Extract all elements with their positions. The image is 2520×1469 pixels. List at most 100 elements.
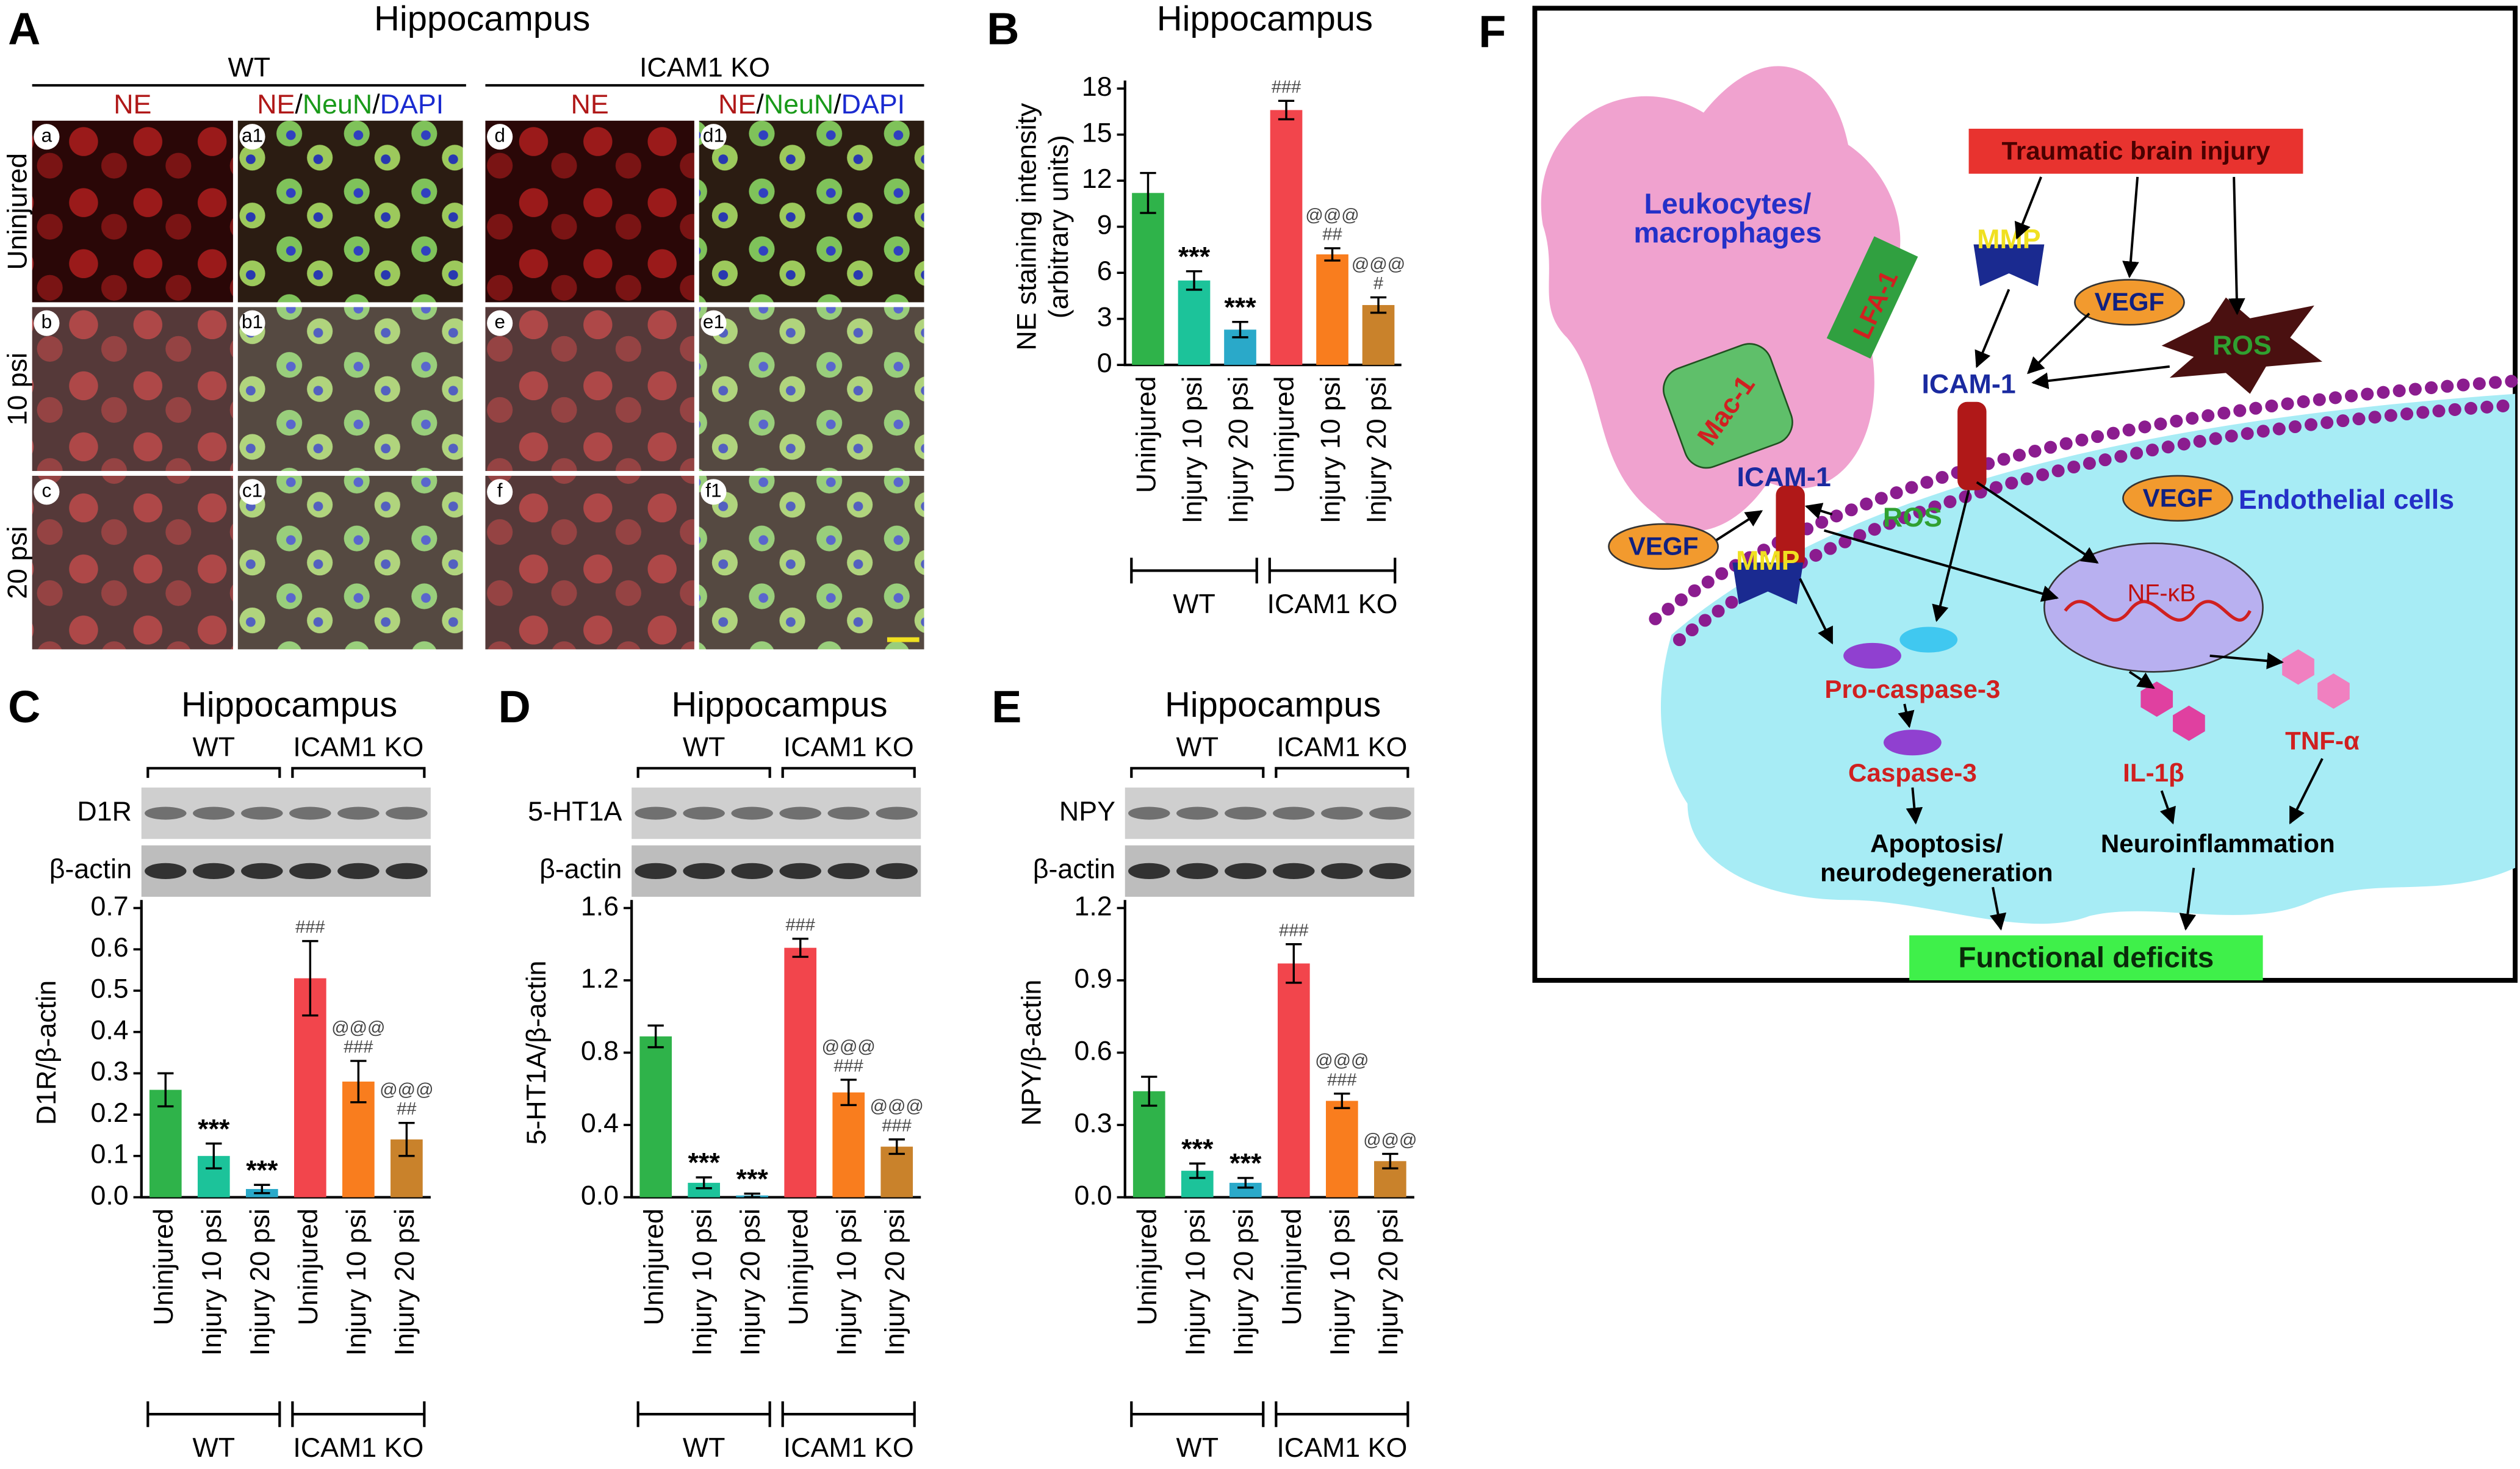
error-bar (1334, 1092, 1350, 1110)
blot-band (1369, 863, 1411, 880)
group-bracket (1268, 558, 1397, 584)
group-label: WT (193, 1432, 236, 1463)
micrograph (32, 120, 233, 303)
column-header: NE (571, 89, 609, 120)
mmp-shape (1732, 562, 1804, 605)
label: Leukocytes/ (1644, 188, 1811, 220)
error-bar (840, 1079, 857, 1107)
header-part: / (295, 89, 303, 120)
micrograph (485, 475, 694, 650)
vegf (2122, 475, 2233, 522)
axis (1123, 80, 1402, 367)
group-label: WT (1176, 732, 1219, 763)
header-part: DAPI (841, 89, 905, 120)
significance: ### (882, 1116, 912, 1135)
tile-label: d (494, 124, 505, 146)
bar (1178, 280, 1211, 365)
bar (1362, 305, 1395, 365)
bar (832, 1092, 865, 1198)
blot-band (289, 863, 331, 880)
panel-title: Hippocampus (374, 0, 590, 38)
y-tick-label: 0.0 (90, 1180, 128, 1210)
label: ICAM-1 (1921, 368, 2015, 399)
label: neurodegeneration (1820, 858, 2053, 886)
chart: B Hippocampus NE staining intensity (arbitr… (987, 0, 1405, 619)
header-part: NE (718, 89, 756, 120)
y-tick-label: 6 (1097, 256, 1112, 286)
y-tick-label: 0.6 (90, 932, 128, 963)
nucleus (2043, 542, 2264, 673)
chart: C Hippocampus D1R/β-actin 0.0 0.1 0.2 0.3 0.4 0.… (8, 681, 433, 1463)
significance: *** (688, 1148, 721, 1178)
micrograph (32, 307, 233, 472)
tile-label: c1 (242, 479, 262, 501)
blot-band (731, 806, 773, 820)
bar (1316, 254, 1348, 365)
bar (1277, 963, 1310, 1198)
error-bar (254, 1183, 270, 1194)
blot-band (876, 806, 918, 820)
x-tick-label: Injury 20 psi (735, 1209, 766, 1356)
significance: @@@ (822, 1037, 876, 1057)
tile-label: c (41, 479, 51, 501)
blot-label: 5-HT1A (528, 796, 622, 827)
blot-band (1321, 806, 1363, 820)
blot-band (241, 863, 283, 880)
x-tick-label: Uninjured (1276, 1209, 1307, 1326)
blot (1125, 845, 1414, 897)
y-axis-label: (arbitrary units) (1043, 135, 1074, 318)
blot-band (193, 806, 235, 820)
x-tick-label: Uninjured (148, 1209, 179, 1326)
x-tick-label: Injury 10 psi (196, 1209, 227, 1356)
blot-band (683, 806, 725, 820)
panel-letter: B (987, 3, 1019, 54)
blot-band (1225, 806, 1267, 820)
label: MMP (1736, 545, 1799, 576)
x-tick-label: Injury 20 psi (1361, 376, 1392, 523)
label: Neuroinflammation (2101, 829, 2335, 858)
tile-label: b (41, 311, 52, 332)
label: Pro-caspase-3 (1824, 675, 2000, 703)
label: VEGF (2095, 287, 2165, 316)
blot-band (386, 863, 428, 880)
bar (1229, 1182, 1262, 1198)
micrograph (237, 475, 463, 650)
header-part: / (833, 89, 841, 120)
blot-band (1128, 863, 1170, 880)
bar (1325, 1101, 1358, 1198)
blot-band (1176, 806, 1219, 820)
y-tick-label: 0.8 (581, 1035, 619, 1066)
tile-badge (239, 479, 265, 505)
error-bar (398, 1121, 415, 1157)
blot-band (386, 806, 428, 820)
error-bar (1237, 1177, 1254, 1189)
micrograph (485, 120, 694, 303)
y-tick-label: 15 (1082, 117, 1112, 148)
significance: @@@ (1363, 1130, 1417, 1150)
label: VEGF (2143, 484, 2213, 512)
significance: ## (397, 1099, 416, 1119)
blot (632, 845, 921, 897)
y-tick-label: 12 (1082, 163, 1112, 194)
error-bar (157, 1072, 174, 1108)
error-bar (1286, 943, 1302, 984)
significance: @@@ (331, 1018, 385, 1038)
x-tick-label: Injury 20 psi (1228, 1209, 1259, 1356)
group-bracket (1130, 767, 1265, 778)
x-tick-label: Uninjured (783, 1209, 814, 1326)
y-tick-label: 0.3 (1074, 1108, 1112, 1138)
tile-badge (487, 479, 513, 505)
label: ROS (1883, 502, 1942, 533)
blot-band (683, 863, 725, 880)
blot (1125, 787, 1414, 839)
vegf (1608, 523, 1719, 570)
blot-band (1369, 806, 1411, 820)
y-tick-label: 0.7 (90, 891, 128, 921)
y-tick-label: 0.0 (1074, 1180, 1112, 1210)
tile-label: d1 (703, 124, 724, 146)
group-label: ICAM1 KO (293, 1432, 423, 1463)
tile-badge (700, 310, 727, 336)
error-bar (792, 938, 808, 958)
blot-band (1225, 863, 1267, 880)
